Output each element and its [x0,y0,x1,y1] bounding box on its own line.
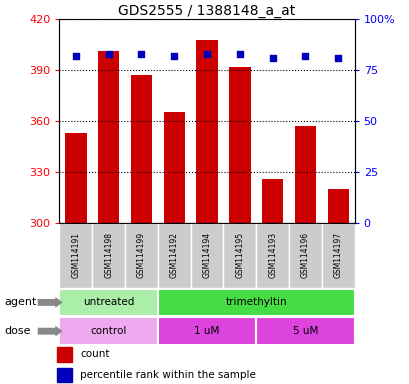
Bar [59,289,157,316]
Point [236,51,243,57]
Point [72,53,79,59]
Text: control: control [90,326,126,336]
Bar [65,133,86,223]
Bar [256,317,354,345]
Bar [196,40,217,223]
Bar [92,223,125,288]
Text: GSM114199: GSM114199 [137,232,146,278]
Text: GSM114195: GSM114195 [235,232,244,278]
Text: GSM114191: GSM114191 [71,232,80,278]
Bar [157,223,190,288]
Point [105,51,112,57]
Bar [229,67,250,223]
Bar [288,223,321,288]
Bar [190,223,223,288]
Bar [98,51,119,223]
Text: GSM114192: GSM114192 [169,232,178,278]
Bar [157,317,256,345]
Point [334,55,341,61]
Point [138,51,144,57]
Bar [294,126,315,223]
Text: dose: dose [4,326,31,336]
Bar [327,189,348,223]
Text: GSM114197: GSM114197 [333,232,342,278]
Text: GSM114196: GSM114196 [300,232,309,278]
Bar [125,223,157,288]
Point [301,53,308,59]
Text: 1 uM: 1 uM [194,326,219,336]
Bar [57,368,72,382]
Bar [57,347,72,362]
Text: agent: agent [4,297,36,308]
Point [171,53,177,59]
Text: GSM114198: GSM114198 [104,232,113,278]
Bar [59,223,92,288]
Bar [59,317,157,345]
Bar [261,179,283,223]
Bar [223,223,256,288]
Text: 5 uM: 5 uM [292,326,317,336]
Text: count: count [80,349,109,359]
Title: GDS2555 / 1388148_a_at: GDS2555 / 1388148_a_at [118,4,295,18]
Text: GSM114194: GSM114194 [202,232,211,278]
Text: untreated: untreated [83,297,134,308]
Point [203,51,210,57]
Text: trimethyltin: trimethyltin [225,297,286,308]
Text: GSM114193: GSM114193 [267,232,276,278]
Bar [321,223,354,288]
Bar [130,75,152,223]
Bar [256,223,288,288]
Point [269,55,275,61]
Bar [157,289,354,316]
Bar [163,113,184,223]
Text: percentile rank within the sample: percentile rank within the sample [80,370,255,380]
